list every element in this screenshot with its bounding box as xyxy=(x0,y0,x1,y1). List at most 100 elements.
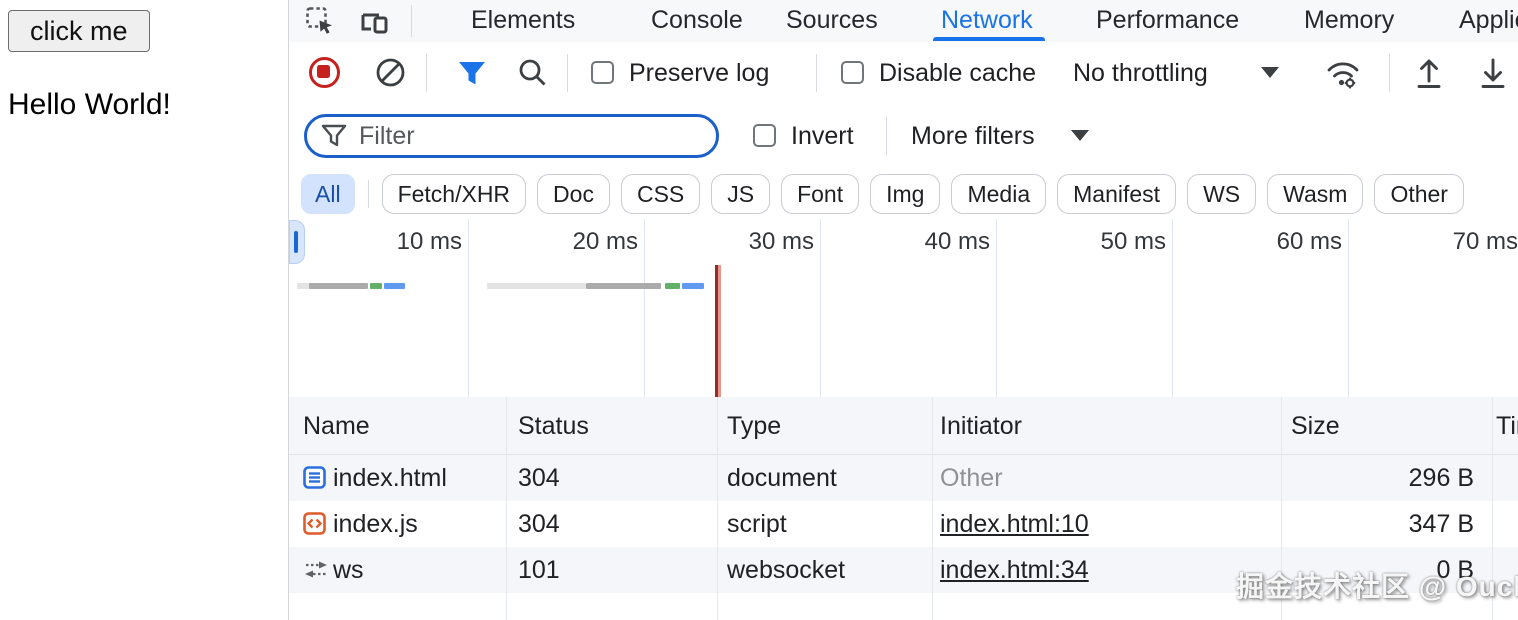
type-chip-other[interactable]: Other xyxy=(1374,174,1464,214)
load-event-line xyxy=(715,265,718,397)
tick-label-30ms: 30 ms xyxy=(748,228,814,255)
invert-label: Invert xyxy=(791,122,854,150)
network-filter-bar: Invert More filters xyxy=(289,104,1518,168)
column-divider[interactable] xyxy=(1492,397,1493,620)
throttling-select[interactable]: No throttling xyxy=(1073,59,1208,87)
cell-type: document xyxy=(727,464,837,492)
record-network-log-button[interactable] xyxy=(309,57,340,88)
search-icon[interactable] xyxy=(517,57,548,93)
waterfall-bar-queueing xyxy=(297,283,309,289)
toolbar-divider xyxy=(1389,54,1390,92)
tab-memory[interactable]: Memory xyxy=(1304,6,1395,34)
timeline-gridline xyxy=(1172,219,1173,397)
chips-divider xyxy=(367,180,369,208)
tab-performance[interactable]: Performance xyxy=(1096,6,1240,34)
document-icon xyxy=(303,466,326,489)
waterfall-bar-ttfb xyxy=(665,283,680,289)
network-overview-timeline[interactable]: 10 ms 20 ms 30 ms 40 ms 50 ms 60 ms 70 m… xyxy=(289,219,1518,398)
demo-page: click me Hello World! xyxy=(0,0,288,620)
type-chip-manifest[interactable]: Manifest xyxy=(1057,174,1177,214)
type-chip-ws[interactable]: WS xyxy=(1187,174,1257,214)
tick-label-50ms: 50 ms xyxy=(1100,228,1166,255)
more-filters-button[interactable]: More filters xyxy=(911,122,1035,150)
type-chip-wasm[interactable]: Wasm xyxy=(1267,174,1364,214)
type-chip-doc[interactable]: Doc xyxy=(537,174,610,214)
type-chip-img[interactable]: Img xyxy=(870,174,941,214)
tab-sources[interactable]: Sources xyxy=(786,6,878,34)
cell-status: 101 xyxy=(518,556,560,584)
load-event-line-highlight xyxy=(718,265,721,397)
waterfall-bar-waiting xyxy=(586,283,661,289)
tab-elements[interactable]: Elements xyxy=(471,6,576,34)
overview-window-left-handle[interactable] xyxy=(289,220,305,264)
preserve-log-label: Preserve log xyxy=(629,59,770,87)
filter-input[interactable] xyxy=(357,119,701,154)
network-conditions-wifi-icon[interactable] xyxy=(1325,57,1361,96)
devtools-tabbar: Elements Console Sources Network Perform… xyxy=(289,0,1518,43)
inspect-element-icon[interactable] xyxy=(305,6,335,41)
disable-cache-label: Disable cache xyxy=(879,59,1037,87)
cell-initiator: Other xyxy=(940,464,1003,492)
column-header-initiator[interactable]: Initiator xyxy=(940,412,1022,440)
filter-funnel-icon[interactable] xyxy=(457,60,487,93)
type-chip-font[interactable]: Font xyxy=(781,174,860,214)
overview-handle-grip xyxy=(294,231,298,253)
import-har-upload-icon[interactable] xyxy=(1413,56,1445,95)
clear-network-log-icon[interactable] xyxy=(375,57,406,93)
network-toolbar: Preserve log Disable cache No throttling xyxy=(289,42,1518,105)
watermark-text: 掘金技术社区 @ Ouch xyxy=(1236,571,1518,602)
column-header-size[interactable]: Size xyxy=(1291,412,1340,440)
click-me-button[interactable]: click me xyxy=(8,10,150,52)
cell-size: 296 B xyxy=(1408,464,1474,492)
export-har-download-icon[interactable] xyxy=(1477,56,1509,95)
tick-label-60ms: 60 ms xyxy=(1276,228,1342,255)
record-stop-icon xyxy=(317,65,330,78)
waterfall-bar-ttfb xyxy=(370,283,382,289)
toolbar-divider xyxy=(426,54,427,92)
type-chip-fetch-xhr[interactable]: Fetch/XHR xyxy=(381,174,527,214)
timeline-gridline xyxy=(996,219,997,397)
tick-label-20ms: 20 ms xyxy=(572,228,638,255)
waterfall-bar-waiting xyxy=(309,283,368,289)
column-divider[interactable] xyxy=(506,397,507,620)
type-chip-js[interactable]: JS xyxy=(711,174,771,214)
column-divider[interactable] xyxy=(932,397,933,620)
active-tab-indicator xyxy=(933,37,1045,41)
cell-status: 304 xyxy=(518,464,560,492)
waterfall-bar-download xyxy=(384,283,405,289)
more-filters-caret-icon[interactable] xyxy=(1071,130,1089,141)
cell-name: ws xyxy=(333,556,364,584)
websocket-icon xyxy=(303,558,327,581)
table-row-index-html[interactable]: index.html 304 document Other 296 B xyxy=(289,455,1518,501)
table-row-index-js[interactable]: index.js 304 script index.html:10 347 B xyxy=(289,501,1518,547)
disable-cache-checkbox[interactable] xyxy=(841,61,864,84)
tab-network[interactable]: Network xyxy=(941,6,1033,34)
column-header-time[interactable]: Time xyxy=(1496,412,1518,440)
tabbar-divider xyxy=(411,5,412,37)
waterfall-bar-download xyxy=(682,283,704,289)
tab-application[interactable]: Application xyxy=(1459,6,1518,34)
cell-type: script xyxy=(727,510,787,538)
device-toolbar-icon[interactable] xyxy=(357,6,391,41)
cell-initiator-link[interactable]: index.html:10 xyxy=(940,510,1089,538)
tick-label-70ms: 70 ms xyxy=(1452,228,1518,255)
type-chip-all[interactable]: All xyxy=(301,174,355,214)
filter-funnel-outline-icon xyxy=(321,124,347,153)
column-header-name[interactable]: Name xyxy=(303,412,370,440)
request-type-filter-row: All Fetch/XHR Doc CSS JS Font Img Media … xyxy=(289,167,1518,220)
invert-checkbox[interactable] xyxy=(753,124,776,147)
column-divider[interactable] xyxy=(717,397,718,620)
cell-name: index.js xyxy=(333,510,418,538)
column-divider[interactable] xyxy=(1281,397,1282,620)
tab-console[interactable]: Console xyxy=(651,6,743,34)
type-chip-css[interactable]: CSS xyxy=(620,174,701,214)
throttling-caret-icon[interactable] xyxy=(1261,67,1279,78)
preserve-log-checkbox[interactable] xyxy=(591,61,614,84)
table-row-ws[interactable]: ws 101 websocket index.html:34 0 B xyxy=(289,547,1518,593)
timeline-gridline xyxy=(820,219,821,397)
column-header-status[interactable]: Status xyxy=(518,412,589,440)
requests-table-header: Name Status Type Initiator Size Time xyxy=(289,397,1518,455)
type-chip-media[interactable]: Media xyxy=(951,174,1047,214)
column-header-type[interactable]: Type xyxy=(727,412,782,440)
cell-initiator-link[interactable]: index.html:34 xyxy=(940,556,1089,584)
